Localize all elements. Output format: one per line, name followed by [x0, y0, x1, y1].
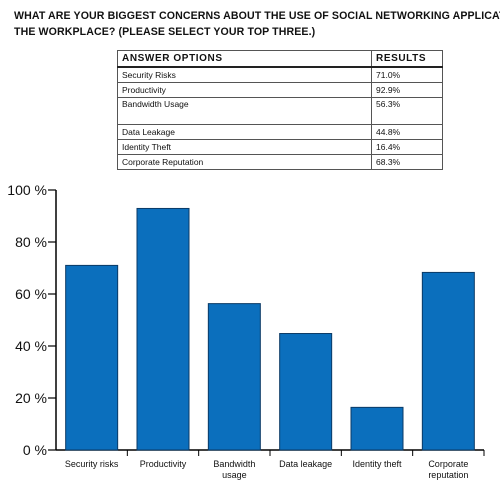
- x-tick-label: usage: [222, 470, 247, 480]
- table-row: Identity Theft 16.4%: [117, 139, 443, 155]
- table-row: Data Leakage 44.8%: [117, 124, 443, 140]
- bar: [279, 333, 333, 451]
- answer-option-cell: Bandwidth Usage: [117, 97, 372, 125]
- x-tick-label: Data leakage: [279, 459, 332, 469]
- answer-option-cell: Security Risks: [117, 66, 372, 83]
- table-row: Security Risks 71.0%: [117, 66, 443, 83]
- y-tick-label: 80 %: [15, 234, 47, 250]
- table-row: Bandwidth Usage 56.3%: [117, 97, 443, 125]
- bar: [207, 303, 261, 451]
- question-title: WHAT ARE YOUR BIGGEST CONCERNS ABOUT THE…: [14, 8, 500, 40]
- x-tick-label: Corporate: [428, 459, 468, 469]
- table-row: Corporate Reputation 68.3%: [117, 154, 443, 170]
- y-tick-label: 0 %: [23, 442, 47, 458]
- x-tick-label: Productivity: [140, 459, 187, 469]
- answer-options-header: ANSWER OPTIONS: [117, 50, 372, 68]
- table-row: Productivity 92.9%: [117, 82, 443, 98]
- question-title-line-2: THE WORKPLACE? (PLEASE SELECT YOUR TOP T…: [14, 26, 316, 38]
- x-tick-label: Security risks: [65, 459, 119, 469]
- result-cell: 56.3%: [371, 97, 443, 125]
- x-tick-label: reputation: [428, 470, 468, 480]
- y-tick-label: 20 %: [15, 390, 47, 406]
- bar-chart: 0 % 20 % 40 % 60 % 80 % 100 % Security risks Pr…: [7, 182, 485, 480]
- results-header: RESULTS: [371, 50, 443, 68]
- y-tick-label: 40 %: [15, 338, 47, 354]
- y-tick-label: 100 %: [7, 182, 47, 198]
- result-cell: 71.0%: [371, 66, 443, 83]
- answer-option-cell: Productivity: [117, 82, 372, 98]
- answers-table: ANSWER OPTIONS RESULTS Security Risks 71…: [117, 50, 443, 170]
- bar: [421, 271, 475, 451]
- table-header-row: ANSWER OPTIONS RESULTS: [117, 50, 443, 68]
- x-tick-label: Identity theft: [352, 459, 402, 469]
- result-cell: 16.4%: [371, 139, 443, 155]
- question-title-line-1: WHAT ARE YOUR BIGGEST CONCERNS ABOUT THE…: [14, 10, 500, 22]
- bar: [136, 207, 190, 451]
- y-tick-label: 60 %: [15, 286, 47, 302]
- answer-option-cell: Data Leakage: [117, 124, 372, 140]
- result-cell: 44.8%: [371, 124, 443, 140]
- x-tick-label: Bandwidth: [213, 459, 255, 469]
- answer-option-cell: Identity Theft: [117, 139, 372, 155]
- bar: [65, 264, 119, 451]
- result-cell: 92.9%: [371, 82, 443, 98]
- answer-option-cell: Corporate Reputation: [117, 154, 372, 170]
- bar: [350, 406, 404, 451]
- result-cell: 68.3%: [371, 154, 443, 170]
